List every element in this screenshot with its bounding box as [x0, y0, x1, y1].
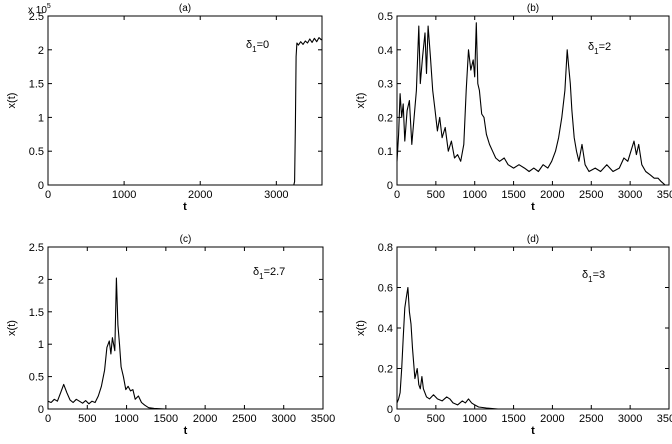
y-tick-label: 1	[38, 112, 44, 124]
y-tick-label: 0.5	[29, 146, 44, 158]
delta-subscript: 1	[259, 272, 264, 281]
x-tick-label: 2000	[540, 189, 564, 201]
panel-label: (c)	[180, 234, 192, 245]
x-axis-label: t	[183, 201, 187, 213]
y-tick-label: 0	[38, 404, 44, 416]
x-tick-label: 2500	[579, 189, 603, 201]
y-tick-label: 2.5	[29, 11, 44, 23]
y-tick-label: 0.4	[378, 323, 393, 335]
x-tick-label: 500	[427, 189, 445, 201]
x-tick-label: 2000	[540, 413, 564, 425]
y-tick-label: 2.5	[29, 242, 44, 254]
y-tick-label: 0	[38, 180, 44, 192]
x-tick-label: 0	[394, 189, 400, 201]
x-tick-label: 0	[394, 413, 400, 425]
y-tick-label: 1.5	[29, 307, 44, 319]
series-line-1	[396, 286, 669, 410]
delta-subscript: 1	[252, 45, 257, 54]
x-axis-label: t	[531, 425, 535, 437]
delta-value: =2	[599, 41, 612, 53]
delta-symbol: δ	[588, 41, 594, 53]
delta-value: =3	[593, 269, 606, 281]
y-tick-label: 0.5	[378, 11, 393, 23]
delta-annotation: δ1=2	[588, 41, 611, 56]
axes-frame	[396, 246, 670, 410]
y-tick-label: 0	[387, 180, 393, 192]
y-tick-label: 0.4	[378, 45, 393, 57]
x-tick-label: 0	[45, 189, 51, 201]
y-tick-label: 0.1	[378, 146, 393, 158]
panel-label: (b)	[527, 3, 539, 14]
x-tick-label: 3000	[271, 413, 295, 425]
x-tick-label: 1500	[501, 189, 525, 201]
x-tick-label: 3000	[618, 189, 642, 201]
x-tick-label: 2500	[232, 413, 256, 425]
delta-symbol: δ	[246, 39, 252, 51]
delta-annotation: δ1=0	[246, 39, 269, 54]
x-tick-label: 500	[427, 413, 445, 425]
y-tick-label: 1.5	[29, 79, 44, 91]
y-tick-label: 0.3	[378, 79, 393, 91]
y-tick-label: 0.6	[378, 283, 393, 295]
delta-symbol: δ	[253, 266, 259, 278]
y-tick-label: 2	[38, 45, 44, 57]
delta-annotation: δ1=3	[582, 269, 605, 284]
x-tick-label: 3500	[657, 189, 672, 201]
x-tick-label: 3000	[618, 413, 642, 425]
y-tick-label: 2	[38, 274, 44, 286]
x-tick-label: 2000	[188, 189, 212, 201]
panel-label: (d)	[527, 234, 539, 245]
chart-panel-4: 0 500 1000 1500 2000 2500 3000 3500 0 0.2 0.4 0.6 0.…	[355, 234, 672, 437]
x-tick-label: 1000	[462, 413, 486, 425]
x-tick-label: 3000	[264, 189, 288, 201]
y-tick-label: 0.5	[29, 372, 44, 384]
delta-subscript: 1	[588, 275, 593, 284]
axes-frame	[47, 15, 323, 186]
y-tick-label: 0.2	[378, 364, 393, 376]
x-tick-label: 2000	[193, 413, 217, 425]
x-tick-label: 2500	[579, 413, 603, 425]
y-multiplier-base: x 10	[28, 5, 47, 16]
y-tick-label: 0	[387, 404, 393, 416]
y-axis-label: x(t)	[6, 320, 18, 336]
delta-value: =2.7	[264, 266, 286, 278]
delta-annotation: δ1=2.7	[253, 266, 285, 281]
y-multiplier-exponent: 5	[47, 3, 51, 10]
panel-label: (a)	[179, 3, 191, 14]
y-tick-label: 0.2	[378, 112, 393, 124]
x-tick-label: 1500	[154, 413, 178, 425]
axes-frame	[396, 15, 670, 186]
y-axis-label: x(t)	[6, 93, 18, 109]
series-line-1	[47, 277, 323, 410]
y-multiplier-label: x 105	[28, 3, 51, 16]
series-line-1	[396, 22, 666, 186]
x-tick-label: 0	[45, 413, 51, 425]
x-tick-label: 500	[78, 413, 96, 425]
x-tick-label: 1000	[114, 413, 138, 425]
x-tick-label: 1000	[462, 189, 486, 201]
series-line-1	[48, 37, 323, 186]
x-tick-label: 1500	[501, 413, 525, 425]
chart-panel-2: 0 500 1000 1500 2000 2500 3000 3500 0 0.1 0.2 0.3 0.…	[355, 3, 672, 213]
delta-subscript: 1	[594, 47, 599, 56]
x-tick-label: 1000	[112, 189, 136, 201]
x-tick-label: 3500	[311, 413, 335, 425]
x-axis-label: t	[531, 201, 535, 213]
y-tick-label: 0.8	[378, 242, 393, 254]
chart-panel-3: 0 500 1000 1500 2000 2500 3000 3500 0 0.5 1 1.5 2 2.5…	[6, 234, 335, 437]
y-axis-label: x(t)	[355, 320, 367, 336]
x-axis-label: t	[184, 425, 188, 437]
delta-symbol: δ	[582, 269, 588, 281]
y-axis-label: x(t)	[355, 93, 367, 109]
delta-value: =0	[257, 39, 270, 51]
x-tick-label: 3500	[657, 413, 672, 425]
y-tick-label: 1	[38, 339, 44, 351]
